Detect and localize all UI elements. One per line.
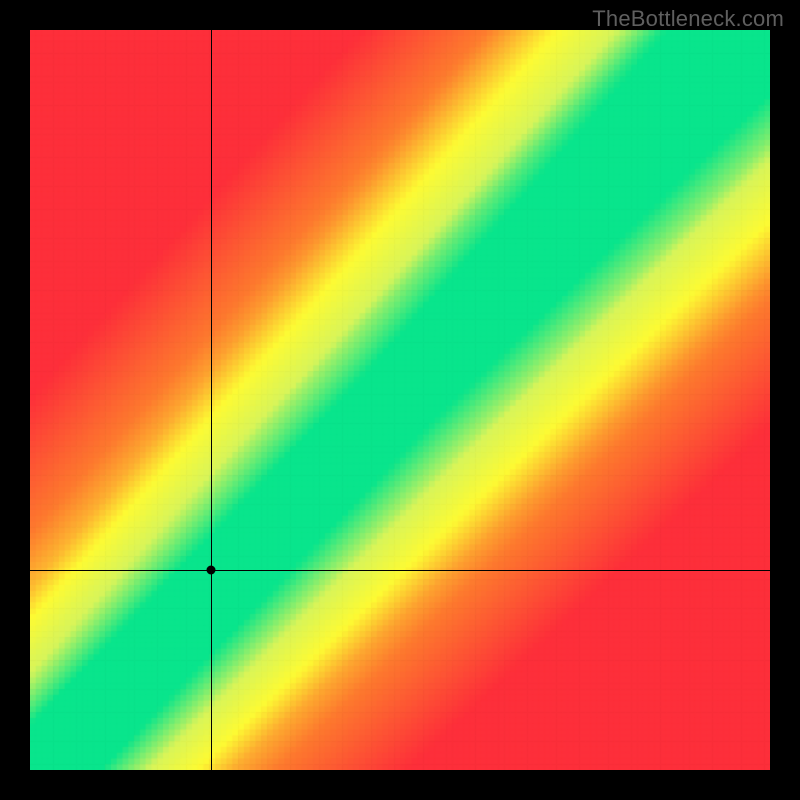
heatmap-canvas (30, 30, 770, 770)
chart-container: TheBottleneck.com (0, 0, 800, 800)
watermark-text: TheBottleneck.com (592, 6, 784, 32)
crosshair-horizontal (30, 570, 770, 571)
plot-area (30, 30, 770, 770)
crosshair-vertical (211, 30, 212, 770)
crosshair-point (207, 566, 216, 575)
